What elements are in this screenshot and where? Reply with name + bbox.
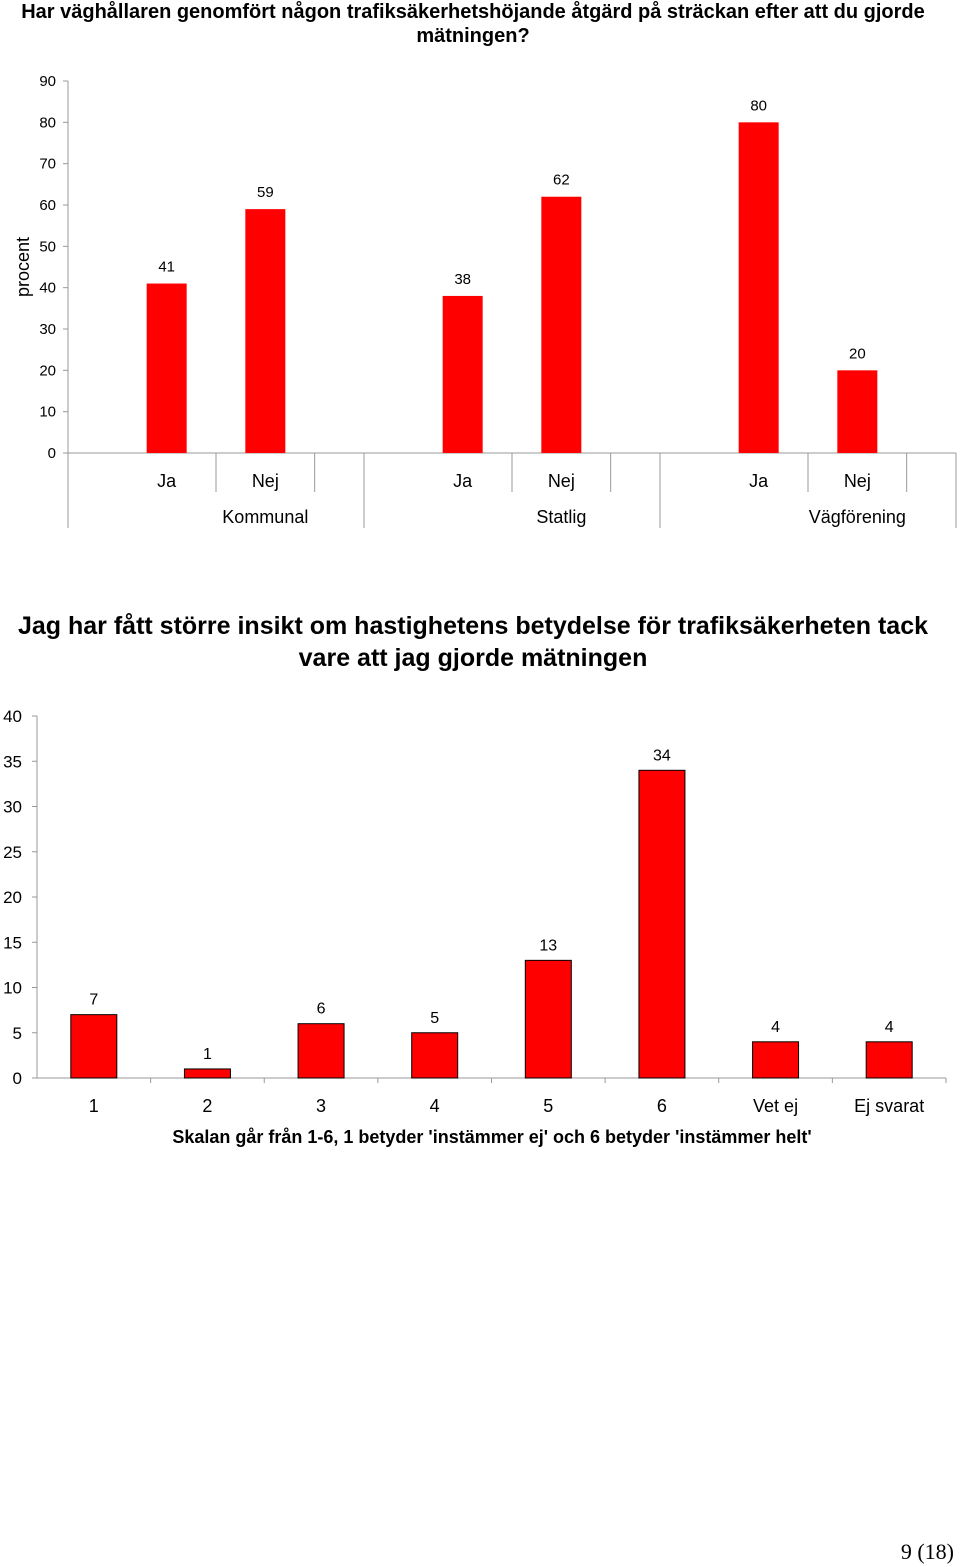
y-tick-label: 35 — [3, 752, 22, 771]
data-label: 4 — [771, 1019, 780, 1036]
y-tick-label: 5 — [13, 1024, 22, 1043]
bar — [442, 295, 483, 453]
chart1-title: Har väghållaren genomfört någon trafiksä… — [21, 1, 925, 47]
bar — [524, 959, 572, 1079]
bar — [752, 1041, 800, 1079]
category-label: 6 — [657, 1096, 667, 1116]
bar — [541, 196, 582, 453]
bar — [70, 1014, 118, 1079]
y-tick-label: 30 — [39, 321, 56, 338]
category-label: 1 — [89, 1096, 99, 1116]
data-label: 5 — [430, 1010, 439, 1027]
category-label: Ej svarat — [854, 1096, 924, 1116]
y-tick-label: 10 — [3, 979, 22, 998]
sub-category-label: Nej — [252, 471, 279, 491]
data-label: 80 — [750, 97, 767, 114]
y-tick-label: 70 — [39, 156, 56, 173]
group-label: Statlig — [536, 507, 586, 527]
y-tick-label: 40 — [3, 707, 22, 726]
y-tick-label: 10 — [39, 404, 56, 421]
page-number: 9 (18) — [901, 1539, 954, 1565]
sub-category-label: Ja — [157, 471, 177, 491]
y-tick-label: 0 — [13, 1069, 22, 1088]
group-label: Vägförening — [809, 507, 906, 527]
bar — [297, 1023, 345, 1079]
data-label: 1 — [203, 1046, 212, 1063]
x-axis-title: Skalan går från 1-6, 1 betyder 'instämme… — [172, 1127, 811, 1147]
bar — [638, 769, 686, 1079]
bar — [411, 1032, 459, 1079]
bar — [146, 283, 187, 453]
category-label: 5 — [543, 1096, 553, 1116]
sub-category-label: Ja — [453, 471, 473, 491]
y-tick-label: 20 — [39, 362, 56, 379]
y-tick-label: 90 — [39, 73, 56, 90]
y-tick-label: 30 — [3, 798, 22, 817]
data-label: 6 — [317, 1001, 326, 1018]
chart2-title: Jag har fått större insikt om hastighete… — [17, 612, 929, 672]
data-label: 4 — [885, 1019, 894, 1036]
y-tick-label: 15 — [3, 933, 22, 952]
sub-category-label: Nej — [844, 471, 871, 491]
group-label: Kommunal — [222, 507, 308, 527]
page-number-total: (18) — [917, 1539, 954, 1564]
category-label: 3 — [316, 1096, 326, 1116]
data-label: 34 — [653, 747, 671, 764]
data-label: 38 — [454, 271, 471, 288]
page-number-current: 9 — [900, 1539, 912, 1564]
bar — [183, 1068, 231, 1079]
y-tick-label: 25 — [3, 843, 22, 862]
category-label: 4 — [430, 1096, 440, 1116]
chart1-plot: 0 10 20 30 40 50 60 70 80 90 procent 41 Ja 59 Nej Kommu… — [13, 73, 957, 528]
bar — [837, 370, 878, 453]
bar — [738, 122, 779, 453]
y-tick-label: 20 — [3, 888, 22, 907]
y-tick-label: 60 — [39, 197, 56, 214]
y-tick-label: 0 — [48, 445, 56, 462]
data-label: 41 — [158, 259, 175, 276]
y-axis-title: procent — [13, 237, 33, 297]
bar — [865, 1041, 913, 1079]
data-label: 13 — [539, 937, 557, 954]
y-tick-label: 50 — [39, 238, 56, 255]
y-tick-label: 80 — [39, 114, 56, 131]
data-label: 59 — [257, 184, 274, 201]
category-label: 2 — [202, 1096, 212, 1116]
data-label: 20 — [849, 345, 866, 362]
data-label: 7 — [89, 992, 98, 1009]
y-tick-label: 40 — [39, 280, 56, 297]
category-label: Vet ej — [753, 1096, 798, 1116]
data-label: 62 — [553, 172, 570, 189]
sub-category-label: Ja — [749, 471, 769, 491]
bar — [245, 209, 286, 453]
sub-category-label: Nej — [548, 471, 575, 491]
